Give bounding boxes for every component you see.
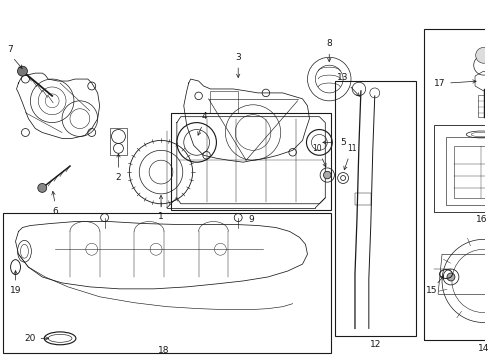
Text: 12: 12 bbox=[369, 340, 381, 349]
Circle shape bbox=[18, 66, 27, 76]
Text: 15: 15 bbox=[426, 286, 437, 295]
Text: 20: 20 bbox=[25, 334, 36, 343]
Text: 8: 8 bbox=[325, 39, 331, 48]
Text: 6: 6 bbox=[52, 207, 58, 216]
Bar bbox=[210, 91, 238, 113]
Bar bbox=[433, 125, 488, 212]
Bar bbox=[334, 81, 415, 336]
Bar bbox=[424, 28, 488, 340]
Text: 2: 2 bbox=[115, 172, 121, 181]
Text: 5: 5 bbox=[340, 138, 346, 147]
Bar bbox=[453, 147, 488, 198]
Text: 19: 19 bbox=[10, 286, 21, 295]
Text: 1: 1 bbox=[158, 212, 163, 221]
Circle shape bbox=[446, 273, 454, 281]
Bar bbox=[171, 113, 330, 210]
Text: 9: 9 bbox=[248, 215, 253, 224]
Text: 10: 10 bbox=[312, 144, 322, 153]
Bar bbox=[477, 95, 488, 117]
Text: 4: 4 bbox=[202, 112, 207, 121]
Text: 3: 3 bbox=[235, 53, 241, 62]
Text: 7: 7 bbox=[8, 45, 14, 54]
Circle shape bbox=[475, 48, 488, 63]
Bar bbox=[2, 213, 330, 353]
Text: 11: 11 bbox=[346, 144, 356, 153]
Text: 14: 14 bbox=[477, 344, 488, 353]
Circle shape bbox=[323, 171, 330, 179]
Text: 17: 17 bbox=[433, 78, 445, 87]
Bar bbox=[445, 138, 488, 205]
Bar bbox=[354, 193, 370, 205]
Bar bbox=[109, 127, 127, 155]
Text: 18: 18 bbox=[158, 346, 169, 355]
Text: 16: 16 bbox=[475, 215, 487, 224]
Circle shape bbox=[38, 184, 47, 192]
Text: 13: 13 bbox=[337, 73, 348, 82]
